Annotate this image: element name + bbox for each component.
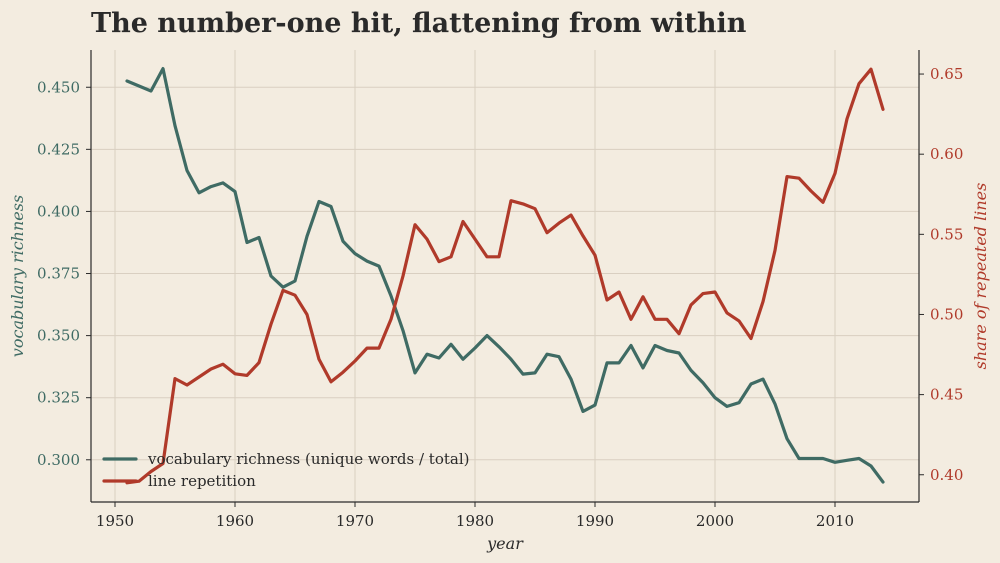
x-tick-label: 1960 — [216, 512, 254, 530]
series-layer — [125, 66, 885, 485]
x-tick-label: 1950 — [96, 512, 134, 530]
grid — [91, 50, 919, 502]
y-right-tick-label: 0.60 — [930, 145, 963, 163]
y-right-tick-label: 0.40 — [930, 466, 963, 484]
y-left-tick-label: 0.350 — [37, 327, 80, 345]
x-axis-label: year — [486, 534, 524, 553]
y-left-tick-label: 0.375 — [37, 265, 80, 283]
y-left-tick-label: 0.450 — [37, 78, 80, 96]
y-axis-left-label: vocabulary richness — [8, 195, 27, 357]
y-right-tick-label: 0.55 — [930, 225, 963, 243]
y-axis-right-label: share of repeated lines — [971, 183, 990, 370]
x-tick-label: 1980 — [456, 512, 494, 530]
y-left-tick-label: 0.300 — [37, 451, 80, 469]
x-tick-label: 1970 — [336, 512, 374, 530]
axes: 1950 1960 1970 1980 1990 2000 2010 0.300 0.325 0.… — [37, 50, 963, 530]
legend-label: vocabulary richness (unique words / tota… — [147, 450, 469, 468]
y-left-tick-label: 0.325 — [37, 389, 80, 407]
y-left-tick-label: 0.400 — [37, 202, 80, 220]
legend-label: line repetition — [148, 472, 256, 490]
y-right-tick-label: 0.65 — [930, 65, 963, 83]
legend: vocabulary richness (unique words / tota… — [102, 450, 469, 490]
series-line-vocabulary-richness — [125, 66, 885, 484]
x-tick-label: 2010 — [816, 512, 854, 530]
x-tick-label: 2000 — [696, 512, 734, 530]
chart-title: The number-one hit, flattening from with… — [91, 8, 747, 39]
y-right-tick-label: 0.50 — [930, 305, 963, 323]
x-tick-label: 1990 — [576, 512, 614, 530]
y-left-tick-label: 0.425 — [37, 140, 80, 158]
series-line-line-repetition — [125, 67, 885, 485]
y-right-tick-label: 0.45 — [930, 386, 963, 404]
